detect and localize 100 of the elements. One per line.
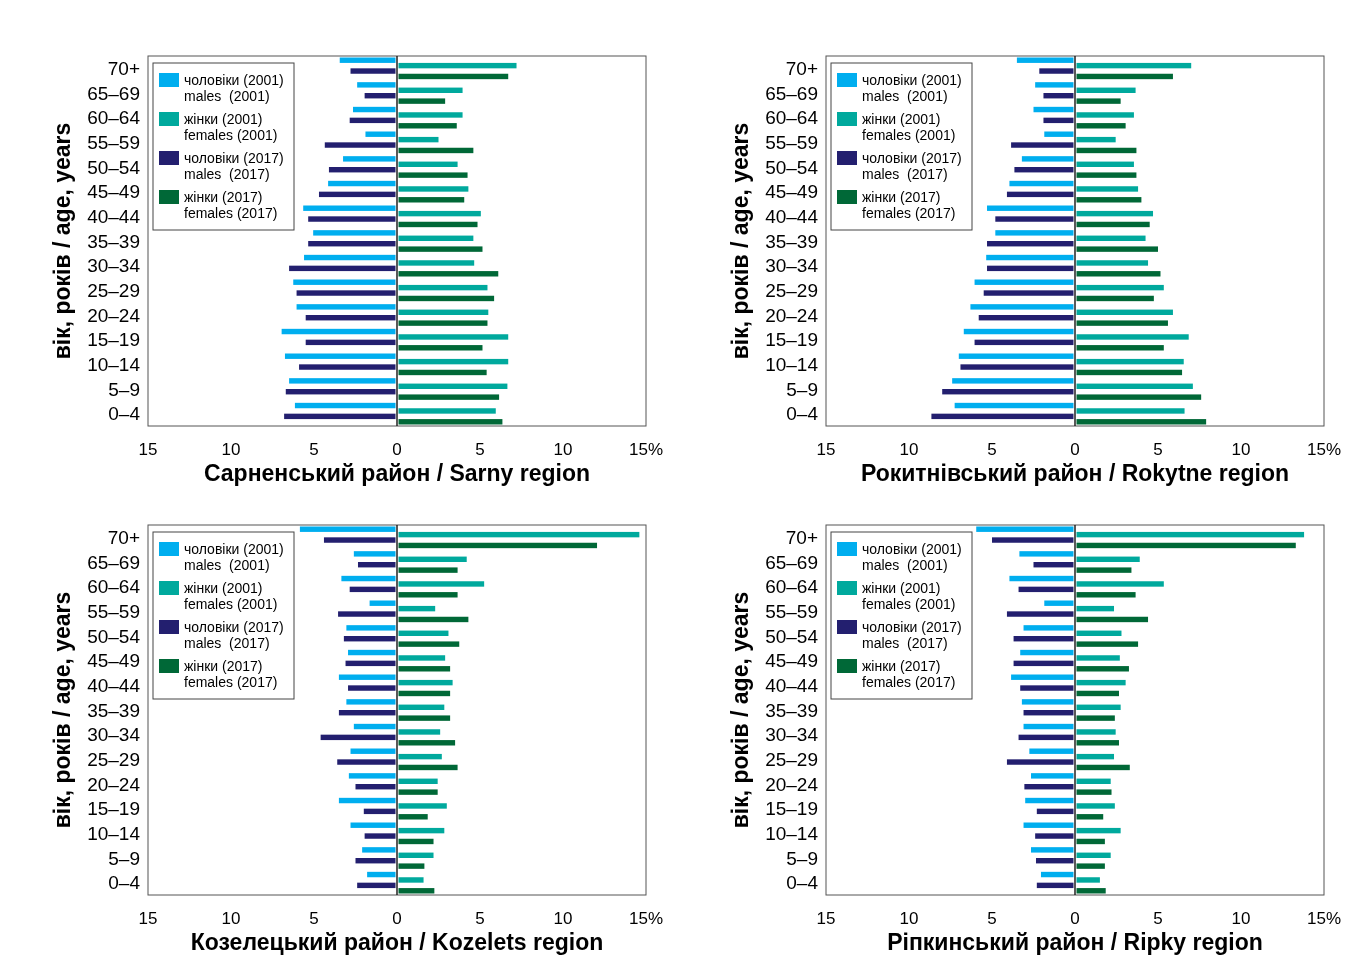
x-tick-label: 10: [221, 909, 241, 928]
bar: [1035, 82, 1074, 88]
y-tick-label: 60–64: [765, 576, 819, 598]
bar: [350, 68, 396, 74]
y-tick-label: 30–34: [87, 255, 141, 277]
y-tick-label: 0–4: [786, 403, 819, 425]
y-tick-label: 55–59: [765, 131, 818, 153]
bar: [398, 197, 465, 203]
x-tick-label: 10: [1231, 440, 1251, 459]
legend-label: чоловіки (2017) males (2017): [184, 619, 284, 651]
legend-label: чоловіки (2001) males (2001): [184, 541, 284, 573]
y-tick-label: 40–44: [765, 674, 819, 696]
y-tick-label: 55–59: [87, 131, 140, 153]
y-tick-label: 65–69: [87, 82, 140, 104]
bar: [398, 98, 446, 104]
y-axis-title: вік, років / age, years: [727, 122, 753, 360]
bar: [1076, 62, 1192, 69]
bar: [960, 364, 1074, 370]
legend-label: жінки (2001) females (2001): [862, 111, 956, 143]
bar: [398, 260, 475, 266]
legend-label: чоловіки (2017) males (2017): [862, 150, 962, 182]
y-tick-label: 60–64: [765, 107, 819, 129]
bar: [294, 402, 396, 409]
bar: [398, 419, 503, 425]
legend-label: чоловіки (2001) males (2001): [862, 72, 962, 104]
y-tick-label: 65–69: [87, 551, 140, 573]
y-tick-label: 45–49: [87, 181, 140, 203]
bar: [1006, 191, 1074, 198]
y-tick-label: 25–29: [765, 279, 818, 301]
y-tick-label: 0–4: [786, 872, 819, 894]
legend-label: жінки (2001) females (2001): [184, 580, 278, 612]
x-tick-label: 0: [1070, 440, 1080, 459]
bar: [1076, 210, 1154, 217]
bar: [398, 369, 487, 376]
x-axis-title: Козелецький район / Kozelets region: [190, 929, 604, 955]
bar: [296, 290, 396, 296]
bar: [1076, 87, 1136, 93]
y-tick-label: 55–59: [87, 600, 140, 622]
x-tick-label: 10: [899, 440, 919, 459]
bar: [398, 161, 458, 167]
y-tick-label: 5–9: [786, 378, 818, 400]
bar: [289, 265, 396, 272]
bar: [357, 82, 396, 88]
bar: [353, 106, 396, 113]
bar: [398, 87, 463, 93]
bar: [1076, 295, 1154, 302]
bar: [398, 112, 463, 118]
bar: [983, 290, 1074, 296]
y-tick-label: 20–24: [765, 304, 819, 326]
bar: [398, 62, 517, 69]
x-tick-label: 0: [1070, 909, 1080, 928]
legend-label: чоловіки (2017) males (2017): [862, 619, 962, 651]
y-tick-label: 35–39: [87, 230, 140, 252]
bar: [398, 309, 489, 315]
bar: [305, 339, 396, 346]
bar: [398, 210, 481, 217]
bar: [398, 320, 488, 326]
bar: [1009, 180, 1074, 187]
y-tick-label: 55–59: [765, 600, 818, 622]
bar: [1076, 260, 1149, 266]
bar: [931, 413, 1074, 420]
bar: [963, 328, 1074, 335]
bar: [1076, 419, 1207, 425]
x-tick-label: 15: [138, 440, 158, 459]
bar: [308, 216, 396, 222]
bar: [1076, 221, 1150, 228]
bar: [398, 73, 509, 80]
bar: [364, 93, 396, 99]
bar: [328, 167, 396, 173]
bar: [974, 339, 1074, 346]
bar: [1076, 172, 1137, 178]
y-tick-label: 20–24: [87, 773, 141, 795]
x-tick-label: 15%: [1306, 909, 1342, 928]
bar: [986, 254, 1074, 261]
x-tick-label: 10: [1231, 909, 1251, 928]
y-tick-label: 45–49: [765, 650, 818, 672]
legend-label: чоловіки (2017) males (2017): [184, 150, 284, 182]
bar: [318, 191, 396, 198]
y-axis-title: вік, років / age, years: [49, 591, 75, 829]
bar: [308, 241, 396, 247]
bar: [1076, 246, 1158, 252]
bar: [954, 402, 1074, 409]
bar: [1011, 142, 1074, 148]
bar: [1033, 106, 1074, 113]
y-tick-label: 20–24: [87, 304, 141, 326]
bar: [1076, 369, 1183, 376]
x-tick-label: 15: [816, 909, 836, 928]
bar: [1076, 161, 1134, 167]
bar: [398, 221, 478, 228]
y-tick-label: 20–24: [765, 773, 819, 795]
bar: [1014, 167, 1074, 173]
bar: [398, 295, 495, 302]
y-tick-label: 70+: [785, 526, 818, 548]
bar: [281, 328, 396, 335]
bar: [942, 389, 1074, 395]
bar: [398, 271, 499, 277]
x-tick-label: 5: [1153, 909, 1163, 928]
y-tick-label: 50–54: [87, 156, 141, 178]
bar: [1076, 334, 1189, 340]
bar: [978, 315, 1074, 321]
